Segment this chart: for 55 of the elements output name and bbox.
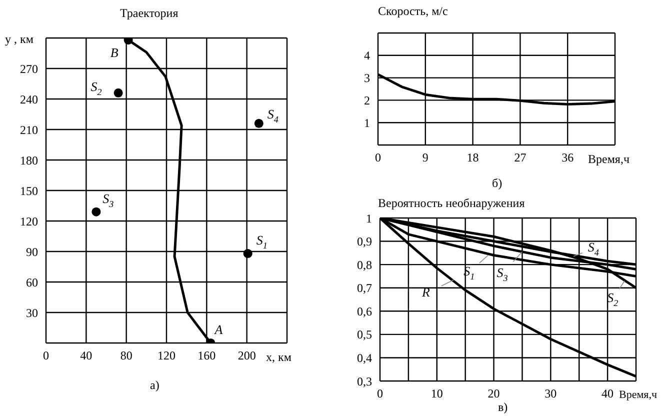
y-tick-label: 0,4 [357,350,372,365]
y-tick-label: 120 [20,214,38,228]
x-tick-label: 20 [488,386,500,401]
x-tick-label: 160 [198,348,216,363]
y-tick-label: 270 [20,62,38,76]
y-tick-label: 240 [20,92,38,106]
text: б) [492,176,502,191]
y-axis-title: y , км [5,32,34,47]
x-tick-label: 9 [422,150,428,165]
x-tick-label: 18 [466,150,479,165]
annotation: S$_{4}$ [267,106,279,124]
x-tick-label: 0 [43,348,49,363]
text: в) [498,400,508,415]
x-axis-title: Время,ч [619,389,658,401]
annotation: A [214,322,223,337]
annotation: B [110,45,118,60]
annotation: S$_{3}$ [496,264,508,283]
y-tick-label: 0,3 [357,374,372,388]
y-tick-label: 3 [364,71,370,86]
y-tick-label: 0,5 [357,328,372,342]
x-tick-label: 120 [158,348,176,363]
x-tick-label: 80 [120,348,132,363]
y-tick-label: 0,7 [357,281,372,296]
x-tick-label: 200 [238,348,256,363]
x-tick-label: 40 [80,348,92,363]
x-tick-label: 10 [430,386,443,401]
y-tick-label: 210 [20,122,38,137]
annotation: S$_{1}$ [256,232,268,251]
chart-title: Траектория [120,6,178,21]
y-tick-label: 150 [20,184,38,198]
y-tick-label: 90 [26,244,38,259]
y-tick-label: 1 [364,116,370,130]
x-tick-label: 27 [514,150,526,165]
x-axis-title: x, км [266,350,292,365]
x-tick-label: 0 [377,386,383,401]
x-tick-label: 40 [602,386,614,401]
y-tick-label: 0,6 [357,304,372,318]
y-tick-label: 0,9 [357,234,372,249]
y-tick-label: 60 [26,275,38,290]
text: а) [150,378,160,393]
y-tick-label: 1 [366,211,372,226]
x-tick-label: 0 [375,150,381,165]
annotation: S$_{4}$ [588,239,600,258]
chart-title: Скорость, м/с [378,4,448,19]
x-tick-label: 30 [544,386,557,401]
annotation: S$_{2}$ [90,78,102,97]
y-tick-label: 2 [364,93,370,108]
y-tick-label: 0,8 [357,258,372,272]
annotation: S$_{3}$ [102,190,114,209]
y-tick-label: 30 [26,306,38,320]
y-tick-label: 4 [364,48,370,63]
x-tick-label: 36 [562,150,574,165]
y-tick-label: 180 [20,153,38,168]
chart-title: Вероятность необнаружения [378,196,525,211]
x-axis-title: Время,ч [588,152,630,167]
